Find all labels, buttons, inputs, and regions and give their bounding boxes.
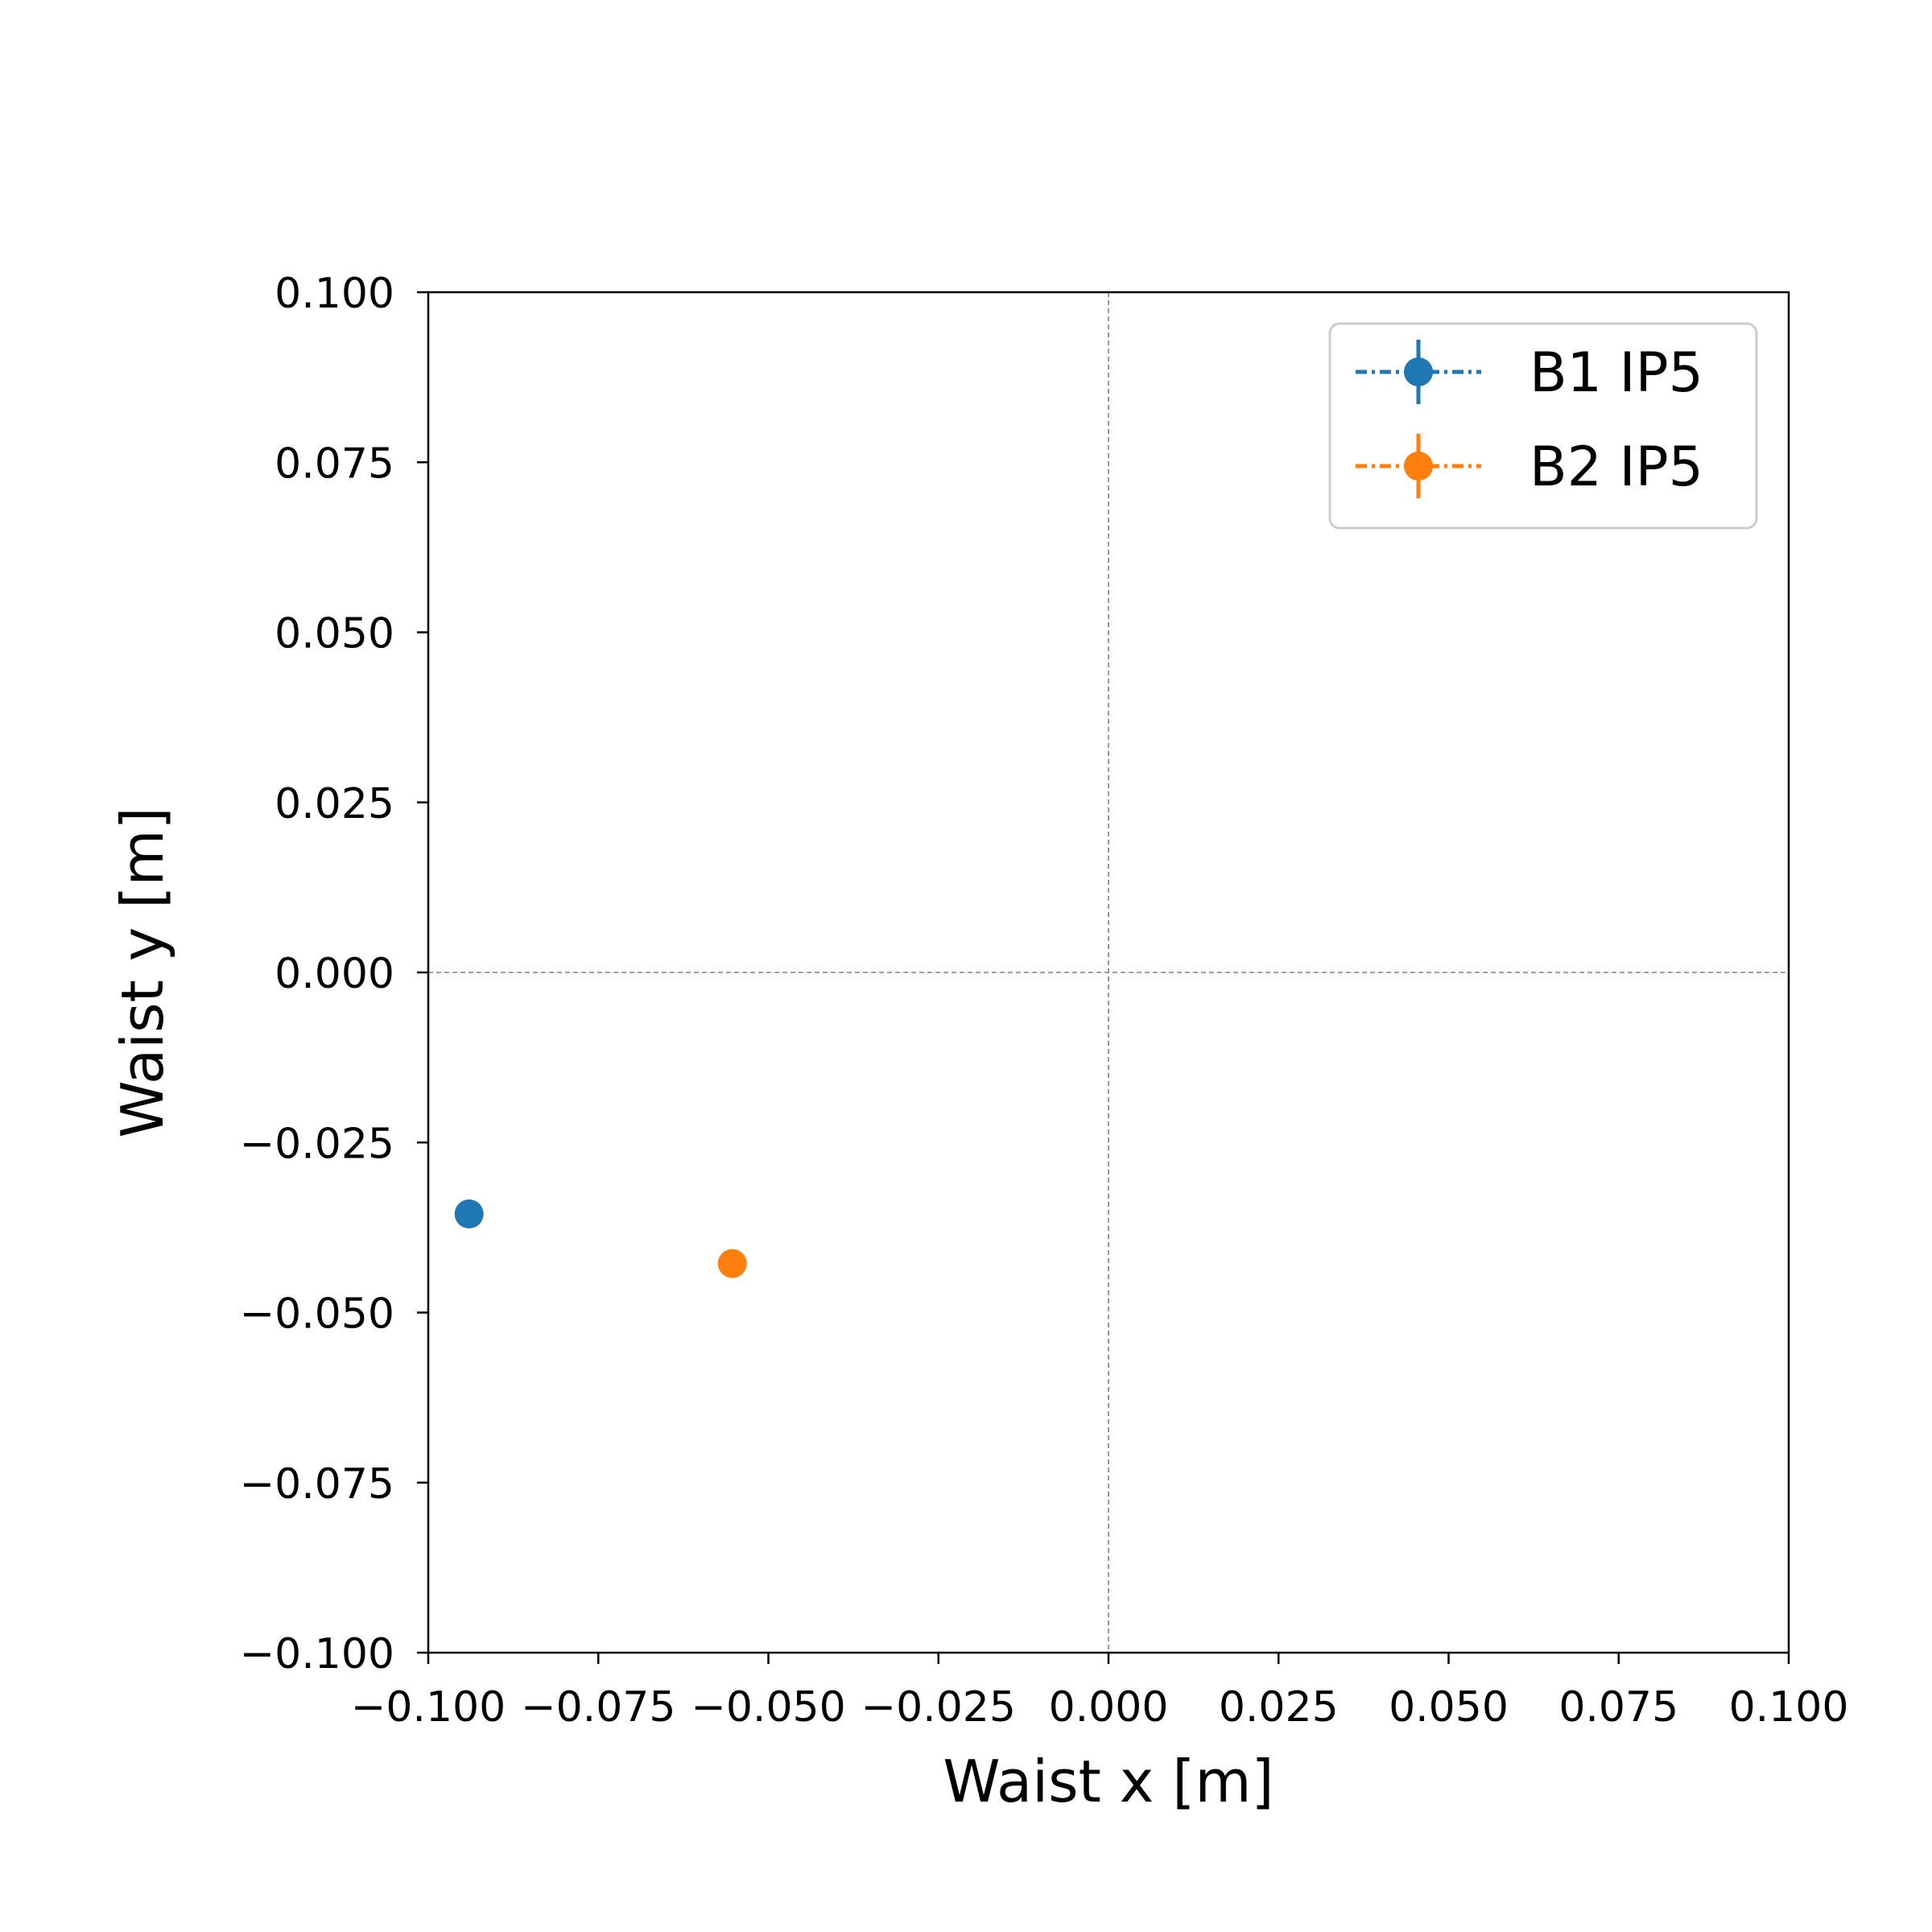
- x-tick-label: 0.050: [1389, 1683, 1509, 1732]
- legend-entry: B2 IP5: [1356, 434, 1703, 499]
- x-tick-label: −0.050: [691, 1683, 845, 1732]
- legend-box: [1328, 322, 1758, 530]
- legend-entry: B1 IP5: [1356, 340, 1703, 405]
- x-tick-label: −0.100: [351, 1683, 506, 1732]
- y-axis-title: Waist y [m]: [109, 807, 176, 1137]
- x-tick-label: 0.025: [1219, 1683, 1339, 1732]
- y-tick-label: 0.100: [275, 270, 394, 318]
- x-axis-title: Waist x [m]: [943, 1748, 1274, 1815]
- data-points: [454, 1199, 747, 1278]
- data-point-b1-ip5: [454, 1199, 484, 1228]
- x-tick-label: −0.075: [521, 1683, 675, 1732]
- legend-label: B1 IP5: [1530, 341, 1703, 405]
- legend-label: B2 IP5: [1530, 436, 1703, 499]
- x-tick-label: 0.100: [1729, 1683, 1849, 1732]
- x-tick-label: −0.025: [861, 1683, 1016, 1732]
- reference-lines: [428, 292, 1789, 1653]
- y-tick-label: −0.075: [240, 1460, 394, 1509]
- y-tick-label: −0.100: [240, 1630, 394, 1678]
- y-tick-label: 0.000: [275, 950, 394, 998]
- legend-marker: [1404, 357, 1433, 386]
- x-tick-label: 0.000: [1049, 1683, 1169, 1732]
- axes-frame: [427, 291, 1790, 1654]
- y-tick-label: −0.025: [240, 1120, 394, 1168]
- data-point-b2-ip5: [717, 1249, 747, 1278]
- legend-marker: [1404, 452, 1433, 481]
- y-tick-label: 0.025: [275, 780, 394, 828]
- x-tick-label: 0.075: [1558, 1683, 1678, 1732]
- x-axis-ticks: −0.100 −0.075 −0.050 −0.025 0.000 0.025 0.050 0…: [351, 1653, 1849, 1732]
- y-axis-ticks: 0.100 0.075 0.050 0.025 0.000 −0.025 −0.050 −0.…: [240, 270, 428, 1678]
- y-tick-label: 0.050: [275, 610, 394, 658]
- y-tick-label: 0.075: [275, 440, 394, 488]
- legend: B1 IP5 B2 IP5: [1328, 322, 1758, 530]
- y-tick-label: −0.050: [240, 1290, 394, 1339]
